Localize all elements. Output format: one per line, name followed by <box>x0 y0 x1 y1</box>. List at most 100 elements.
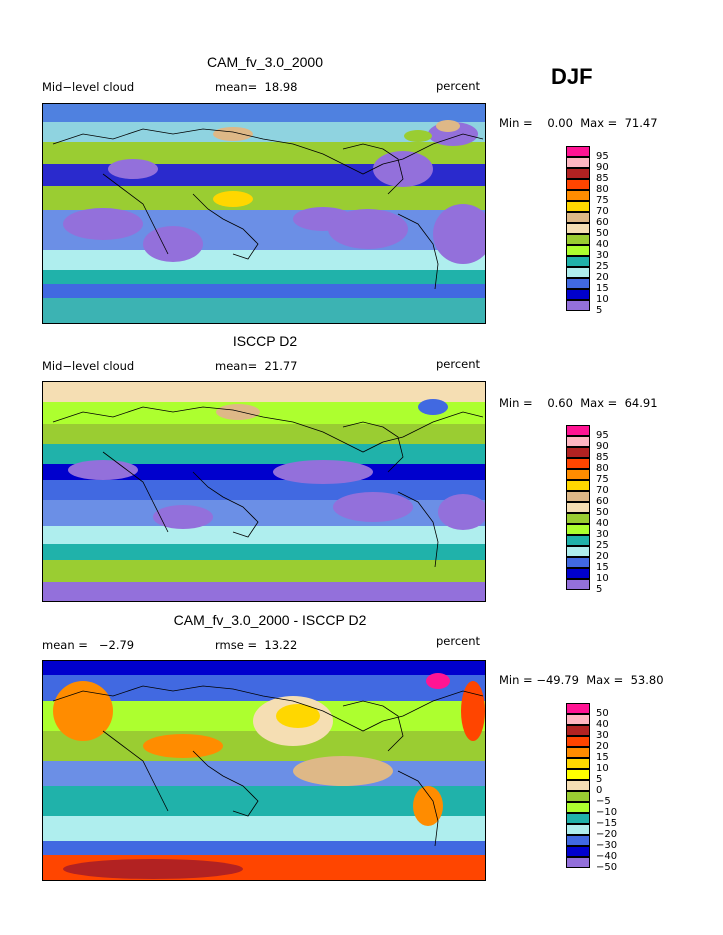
colorbar-swatch <box>566 524 590 535</box>
colorbar-swatch <box>566 267 590 278</box>
colorbar-tick: 15 <box>596 562 609 573</box>
colorbar-swatch <box>566 791 590 802</box>
colorbar-tick: 40 <box>596 719 609 730</box>
colorbar-tick: 95 <box>596 430 609 441</box>
colorbar-tick: 30 <box>596 250 609 261</box>
colorbar-swatch <box>566 146 590 157</box>
colorbar-tick: 30 <box>596 730 609 741</box>
colorbar-tick: 80 <box>596 463 609 474</box>
colorbar-swatch <box>566 179 590 190</box>
colorbar-swatch <box>566 769 590 780</box>
mean-label: mean= 18.98 <box>215 80 298 94</box>
colorbar-tick: 90 <box>596 162 609 173</box>
colorbar-swatch <box>566 703 590 714</box>
variable-label: Mid−level cloud <box>42 359 135 373</box>
colorbar-tick: 75 <box>596 195 609 206</box>
colorbar-swatch <box>566 513 590 524</box>
colorbar-tick: 85 <box>596 452 609 463</box>
units-label: percent <box>436 634 481 648</box>
units-label: percent <box>436 79 481 93</box>
colorbar-tick: 60 <box>596 217 609 228</box>
colorbar-swatch <box>566 502 590 513</box>
colorbar-swatch <box>566 579 590 590</box>
mean-label: mean = −2.79 <box>42 638 135 652</box>
min-max-label: Min = 0.60 Max = 64.91 <box>499 396 658 410</box>
colorbar: 95 90 85 80 75 70 60 50 40 30 25 20 15 1… <box>566 425 609 595</box>
colorbar-swatch <box>566 736 590 747</box>
colorbar-swatch <box>566 190 590 201</box>
colorbar-tick: 25 <box>596 540 609 551</box>
units-label: percent <box>436 357 481 371</box>
min-max-label: Min = 0.00 Max = 71.47 <box>499 116 658 130</box>
colorbar-swatch <box>566 802 590 813</box>
colorbar-tick: 50 <box>596 228 609 239</box>
colorbar-swatch <box>566 813 590 824</box>
colorbar: 50 40 30 20 15 10 5 0 −5 −10 −15 −20 −30… <box>566 703 617 873</box>
colorbar-tick: 30 <box>596 529 609 540</box>
colorbar-tick: −20 <box>596 829 618 840</box>
colorbar-tick: 15 <box>596 283 609 294</box>
colorbar-swatch <box>566 857 590 868</box>
colorbar-tick: −5 <box>596 796 611 807</box>
colorbar-swatch <box>566 201 590 212</box>
colorbar-swatch <box>566 725 590 736</box>
colorbar-tick: 90 <box>596 441 609 452</box>
map-observation <box>42 381 486 602</box>
colorbar-tick: 85 <box>596 173 609 184</box>
map-difference <box>42 660 486 881</box>
colorbar-swatch <box>566 300 590 311</box>
colorbar-swatch <box>566 824 590 835</box>
colorbar-swatch <box>566 212 590 223</box>
colorbar-swatch <box>566 157 590 168</box>
colorbar-tick: −50 <box>596 862 618 873</box>
colorbar-swatch <box>566 458 590 469</box>
colorbar-swatch <box>566 447 590 458</box>
colorbar-tick: 25 <box>596 261 609 272</box>
colorbar-swatch <box>566 256 590 267</box>
colorbar-tick: 40 <box>596 518 609 529</box>
colorbar-swatch <box>566 557 590 568</box>
colorbar-tick: 10 <box>596 763 609 774</box>
colorbar-tick: 40 <box>596 239 609 250</box>
colorbar-swatch <box>566 714 590 725</box>
panel-title: CAM_fv_3.0_2000 - ISCCP D2 <box>173 612 367 628</box>
colorbar-tick: −30 <box>596 840 618 851</box>
season-label: DJF <box>551 64 593 89</box>
colorbar-tick: −40 <box>596 851 618 862</box>
colorbar-tick: 20 <box>596 272 609 283</box>
colorbar-tick: 20 <box>596 741 609 752</box>
colorbar-tick: 10 <box>596 573 609 584</box>
colorbar-swatch <box>566 168 590 179</box>
colorbar-swatch <box>566 568 590 579</box>
panel-title: CAM_fv_3.0_2000 <box>207 54 323 70</box>
min-max-label: Min = −49.79 Max = 53.80 <box>499 673 664 687</box>
colorbar-swatch <box>566 234 590 245</box>
rmse-label: rmse = 13.22 <box>215 638 298 652</box>
map-model <box>42 103 486 324</box>
colorbar-swatch <box>566 747 590 758</box>
variable-label: Mid−level cloud <box>42 80 135 94</box>
colorbar-tick: 0 <box>596 785 603 796</box>
colorbar-tick: 95 <box>596 151 609 162</box>
colorbar-swatch <box>566 835 590 846</box>
colorbar-tick: 80 <box>596 184 609 195</box>
colorbar-swatch <box>566 758 590 769</box>
colorbar-swatch <box>566 436 590 447</box>
colorbar-tick: 70 <box>596 485 609 496</box>
colorbar-tick: 10 <box>596 294 609 305</box>
colorbar-tick: 5 <box>596 774 603 785</box>
colorbar-swatch <box>566 289 590 300</box>
colorbar-tick: 60 <box>596 496 609 507</box>
colorbar-tick: 70 <box>596 206 609 217</box>
colorbar-tick: 20 <box>596 551 609 562</box>
colorbar-swatch <box>566 535 590 546</box>
colorbar-swatch <box>566 425 590 436</box>
colorbar-swatch <box>566 846 590 857</box>
colorbar-swatch <box>566 491 590 502</box>
colorbar-tick: 75 <box>596 474 609 485</box>
colorbar-swatch <box>566 780 590 791</box>
colorbar-swatch <box>566 480 590 491</box>
colorbar-swatch <box>566 546 590 557</box>
colorbar-swatch <box>566 223 590 234</box>
colorbar-tick: −15 <box>596 818 618 829</box>
